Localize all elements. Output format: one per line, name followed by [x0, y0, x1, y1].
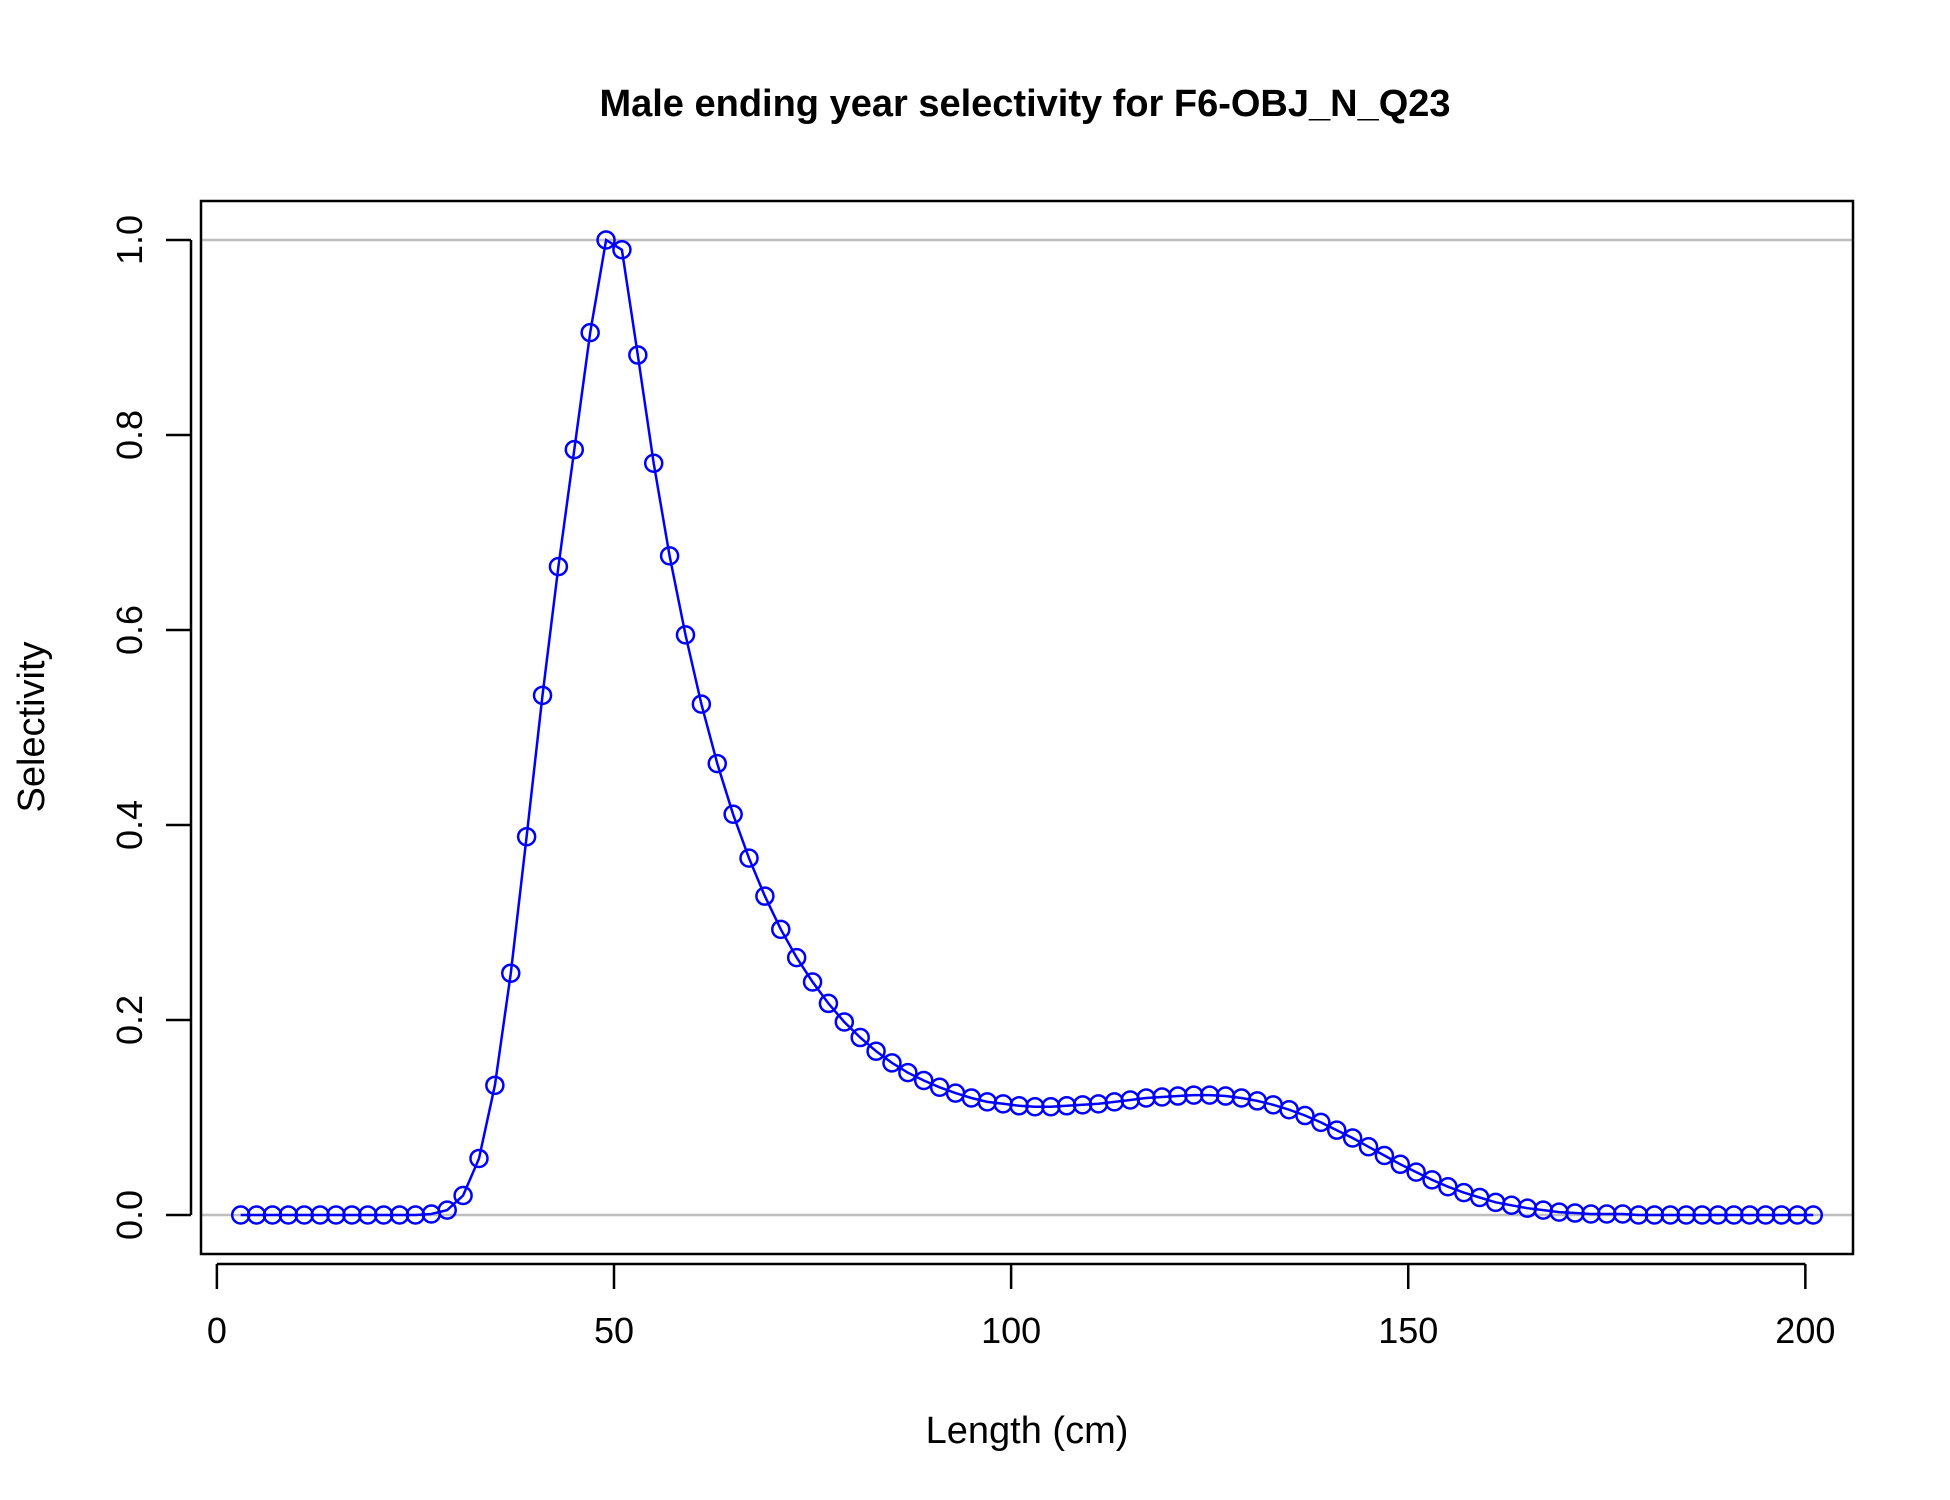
plot-frame: [199, 199, 1855, 1256]
x-tick-label: 0: [207, 1310, 227, 1351]
data-point: [1406, 1162, 1426, 1182]
y-tick-label: 0.8: [109, 410, 150, 460]
data-point: [643, 453, 664, 474]
x-tick-label: 100: [981, 1310, 1041, 1351]
data-point: [596, 230, 616, 250]
x-tick-label: 200: [1775, 1310, 1835, 1351]
data-point: [802, 972, 823, 992]
data-point: [1422, 1170, 1442, 1190]
data-point: [628, 345, 648, 365]
y-tick-label: 1.0: [109, 215, 150, 265]
data-point: [818, 993, 839, 1014]
data-point: [1358, 1137, 1379, 1157]
data-point: [469, 1148, 489, 1169]
data-point: [1803, 1205, 1824, 1225]
data-point: [1295, 1105, 1315, 1126]
data-point: [882, 1053, 902, 1073]
y-axis-label: Selectivity: [11, 641, 53, 812]
data-point: [771, 919, 791, 940]
series-line: [240, 237, 1814, 1217]
data-point: [659, 546, 680, 566]
data-point: [548, 556, 569, 577]
data-point: [1311, 1112, 1331, 1133]
data-point: [834, 1012, 855, 1032]
data-point: [707, 753, 727, 774]
data-point: [501, 963, 521, 983]
data-point: [1327, 1120, 1347, 1140]
data-point: [437, 1200, 457, 1220]
data-point: [786, 947, 807, 968]
data-point: [675, 625, 696, 645]
data-point: [485, 1075, 505, 1096]
chart-title: Male ending year selectivity for F6-OBJ_…: [599, 83, 1450, 125]
reference-lines: [201, 238, 1853, 1217]
data-point: [691, 694, 712, 714]
data-point: [755, 886, 775, 906]
y-tick-label: 0.0: [109, 1190, 150, 1240]
y-tick-label: 0.6: [109, 605, 150, 655]
data-point: [850, 1027, 870, 1048]
data-point: [723, 804, 743, 825]
x-axis: 0 50 100 150 200: [207, 1262, 1835, 1351]
data-point: [914, 1070, 934, 1091]
data-point: [866, 1041, 886, 1061]
data-point: [564, 439, 585, 460]
data-point: [1342, 1128, 1363, 1148]
y-tick-label: 0.4: [109, 800, 150, 850]
data-point: [1390, 1154, 1411, 1175]
x-tick-label: 50: [594, 1310, 634, 1351]
data-point: [453, 1185, 473, 1206]
data-point: [580, 322, 600, 343]
data-point: [1374, 1145, 1395, 1166]
y-axis: 0.0 0.2 0.4 0.6 0.8 1.0: [109, 215, 193, 1240]
data-point: [612, 240, 632, 260]
x-tick-label: 150: [1378, 1310, 1438, 1351]
y-tick-label: 0.2: [109, 995, 150, 1045]
data-point: [898, 1062, 918, 1083]
x-axis-label: Length (cm): [926, 1410, 1129, 1452]
data-point: [739, 848, 759, 868]
series-layer: [230, 230, 1824, 1225]
data-point: [532, 685, 553, 706]
data-point: [516, 826, 537, 847]
